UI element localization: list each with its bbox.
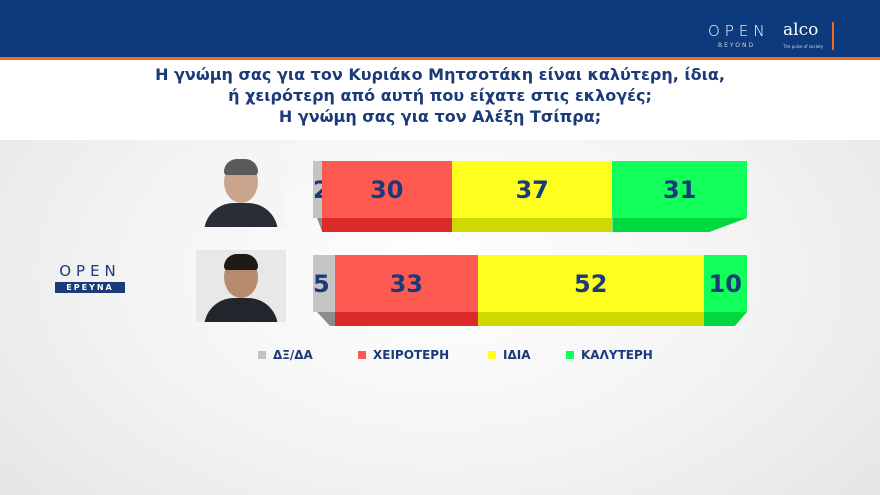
bar-segment: 33 — [334, 255, 478, 312]
legend: ΔΞ/ΔΑ ΧΕΙΡΟΤΕΡΗ ΙΔΙΑ ΚΑΛΥΤΕΡΗ — [0, 348, 880, 364]
title-line: ή χειρότερη από αυτή που είχατε στις εκλ… — [228, 86, 652, 105]
photo-tsipras — [196, 250, 286, 322]
legend-swatch — [566, 351, 574, 359]
bar-segment-depth — [321, 218, 452, 232]
bar-segment: 10 — [703, 255, 747, 312]
header-divider — [0, 57, 880, 60]
open-beyond-logo-sub: BEYOND — [718, 42, 756, 49]
title-line: Η γνώμη σας για τον Αλέξη Τσίπρα; — [278, 107, 602, 126]
bar-segment: 5 — [313, 255, 335, 312]
open-beyond-logo: OPEN — [708, 22, 770, 40]
legend-swatch — [488, 351, 496, 359]
bar-segment: 52 — [477, 255, 704, 312]
alco-tagline: The pulse of society — [783, 44, 824, 49]
legend-item: ΙΔΙΑ — [488, 348, 531, 362]
bar-segment-depth — [317, 218, 326, 232]
legend-item: ΚΑΛΥΤΕΡΗ — [566, 348, 653, 362]
bar-segment: 37 — [451, 161, 613, 218]
chart-title: Η γνώμη σας για τον Κυριάκο Μητσοτάκη εί… — [0, 64, 880, 127]
bar-segment: 31 — [612, 161, 747, 218]
alco-logo: alco — [783, 20, 819, 40]
bar-segment-depth — [612, 218, 747, 232]
title-line: Η γνώμη σας για τον Κυριάκο Μητσοτάκη εί… — [155, 65, 725, 84]
bar-segment-depth — [703, 312, 747, 326]
bar-row: 2303731 — [313, 161, 747, 232]
open-ereuna-logo: OPEN ΕΡΕΥΝΑ — [55, 262, 125, 293]
legend-item: ΧΕΙΡΟΤΕΡΗ — [358, 348, 449, 362]
bar-segment: 2 — [313, 161, 330, 218]
legend-item: ΔΞ/ΔΑ — [258, 348, 313, 362]
header-band — [0, 0, 880, 57]
legend-swatch — [258, 351, 266, 359]
bar-segment-depth — [477, 312, 704, 326]
photo-mitsotakis — [196, 155, 286, 227]
logo-divider — [832, 22, 834, 50]
legend-swatch — [358, 351, 366, 359]
bar-segment-depth — [334, 312, 478, 326]
bar-row: 5 33 52 10 — [313, 255, 747, 326]
title-band — [0, 60, 880, 140]
bar-segment-depth — [451, 218, 613, 232]
bar-segment: 30 — [321, 161, 452, 218]
